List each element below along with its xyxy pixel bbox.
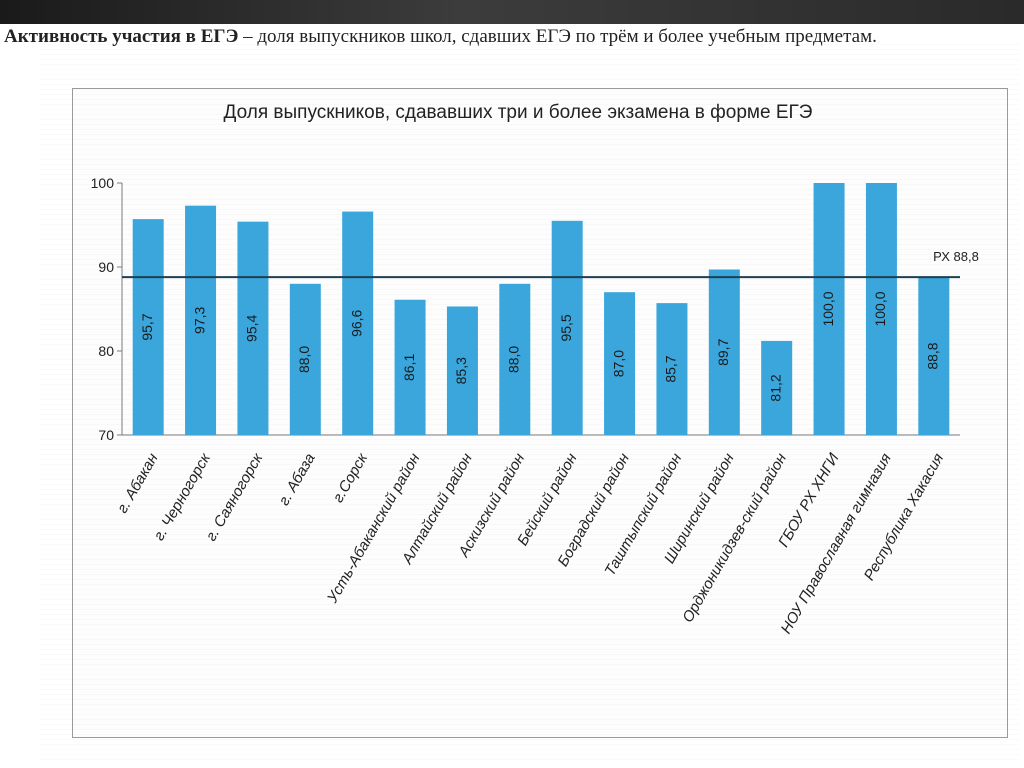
- top-dark-bar: [0, 0, 1024, 24]
- x-category-label: г.Сорск: [330, 450, 372, 506]
- bar-value-label: 97,3: [191, 307, 207, 334]
- bar-value-label: 89,7: [715, 338, 731, 365]
- bar-value-label: 81,2: [767, 374, 783, 401]
- y-tick-label: 70: [98, 427, 114, 443]
- bar-value-label: 86,1: [401, 354, 417, 381]
- bar: [342, 211, 374, 435]
- bar-value-label: 88,0: [296, 346, 312, 373]
- x-category-label: г. Черногорск: [150, 450, 214, 544]
- bar: [499, 283, 531, 435]
- bar: [708, 269, 740, 435]
- slide-heading: Активность участия в ЕГЭ – доля выпускни…: [4, 26, 1014, 48]
- bar: [865, 183, 897, 435]
- x-category-label: Усть-Абаканский район: [324, 451, 424, 607]
- x-category-label: НОУ Православная гимназия: [778, 451, 895, 637]
- bar-value-label: 88,8: [925, 342, 941, 369]
- bar: [446, 306, 478, 435]
- y-tick-label: 80: [98, 343, 114, 359]
- y-tick-label: 100: [91, 175, 115, 191]
- chart-title: Доля выпускников, сдававших три и более …: [224, 102, 813, 123]
- x-category-label: г. Абаза: [275, 451, 318, 509]
- bar: [761, 340, 793, 435]
- bar: [289, 283, 321, 435]
- bar-value-label: 87,0: [610, 350, 626, 377]
- bar: [656, 303, 688, 435]
- y-tick-label: 90: [98, 259, 114, 275]
- bar-value-label: 85,3: [453, 357, 469, 384]
- bar-value-label: 85,7: [663, 355, 679, 382]
- x-category-label: г. Саяногорск: [203, 450, 267, 544]
- bar-value-label: 95,5: [558, 314, 574, 341]
- chart-frame: [72, 88, 1008, 738]
- bar-value-label: 88,0: [506, 346, 522, 373]
- bar: [132, 219, 164, 435]
- bar-value-label: 100,0: [872, 291, 888, 326]
- bar: [237, 221, 269, 435]
- bar-value-label: 96,6: [348, 309, 364, 336]
- x-category-label: г. Абакан: [114, 451, 162, 517]
- bar: [185, 205, 217, 435]
- bar: [394, 299, 426, 435]
- reference-line-label: РХ 88,8: [933, 249, 979, 264]
- bar-value-label: 95,7: [139, 313, 155, 340]
- slide-heading-bold: Активность участия в ЕГЭ: [4, 26, 239, 47]
- bar-value-label: 100,0: [820, 291, 836, 326]
- x-category-label: Орджоникидзев-ский район: [679, 451, 790, 626]
- bar: [551, 220, 583, 435]
- bar-value-label: 95,4: [244, 314, 260, 341]
- slide-heading-rest: – доля выпускников школ, сдавших ЕГЭ по …: [238, 26, 877, 47]
- bar: [604, 292, 636, 435]
- bar: [918, 277, 950, 435]
- bar: [813, 183, 845, 435]
